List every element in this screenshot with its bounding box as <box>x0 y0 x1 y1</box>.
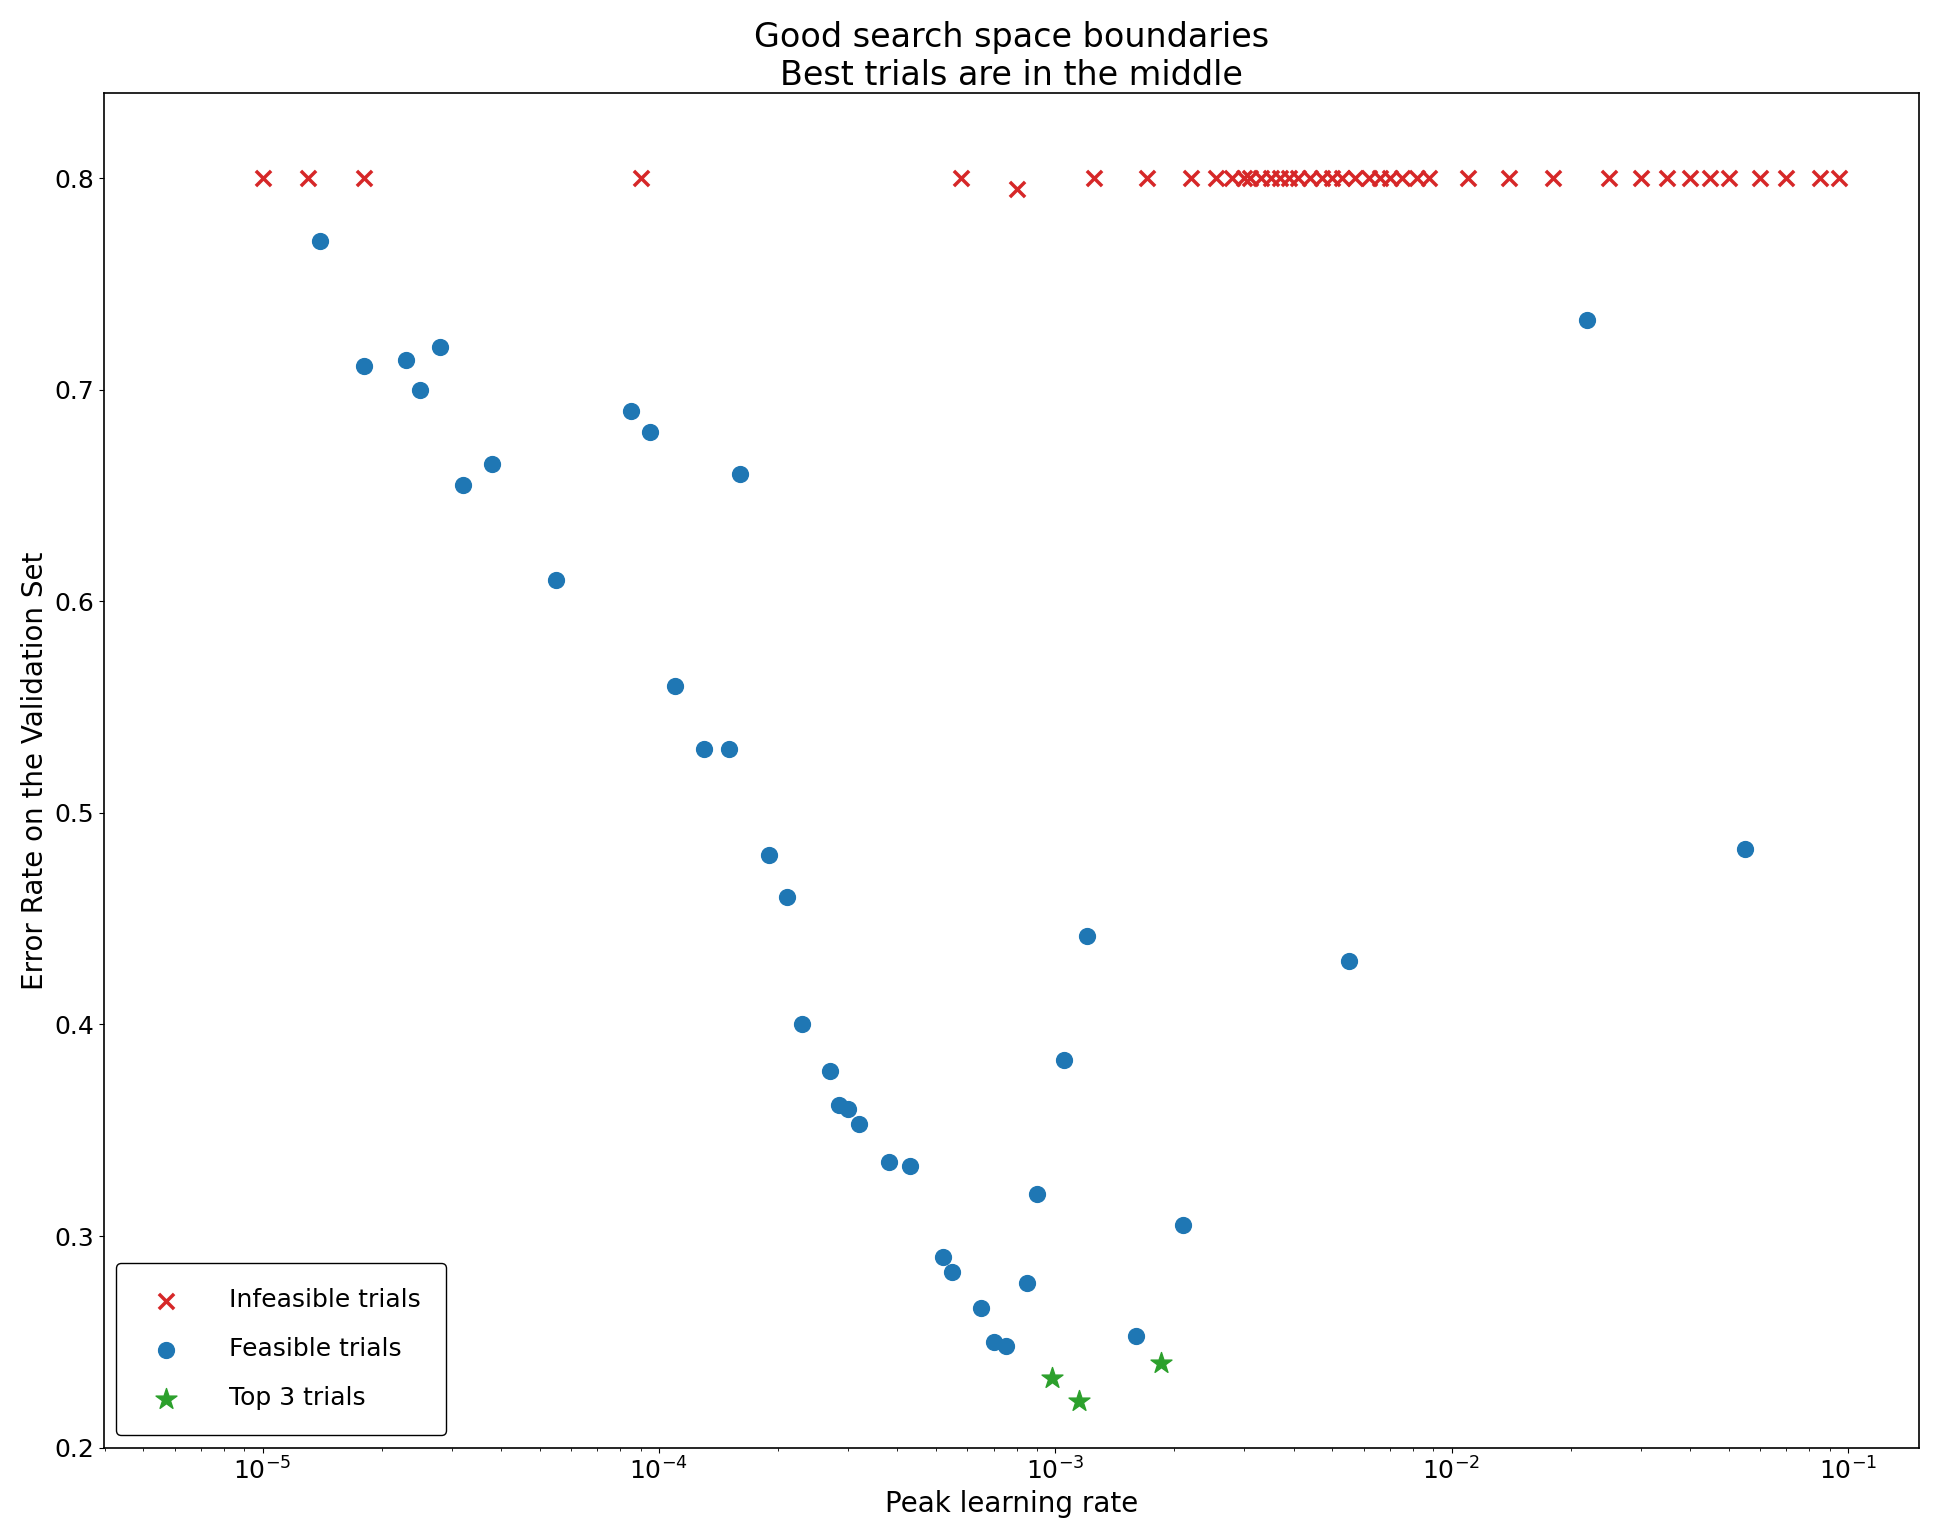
Infeasible trials <box>1493 166 1524 191</box>
Feasible trials <box>688 737 719 762</box>
Feasible trials <box>1728 837 1759 862</box>
Feasible trials <box>1010 1270 1041 1294</box>
Feasible trials <box>1022 1182 1053 1207</box>
Feasible trials <box>927 1245 958 1270</box>
Feasible trials <box>977 1330 1008 1354</box>
Title: Good search space boundaries
Best trials are in the middle: Good search space boundaries Best trials… <box>754 22 1268 92</box>
Feasible trials <box>541 568 572 593</box>
Infeasible trials <box>1233 166 1264 191</box>
Feasible trials <box>615 399 646 423</box>
Infeasible trials <box>1175 166 1206 191</box>
Feasible trials <box>824 1093 855 1117</box>
Feasible trials <box>873 1150 904 1174</box>
Infeasible trials <box>1264 166 1295 191</box>
Infeasible trials <box>1650 166 1681 191</box>
Feasible trials <box>347 354 378 379</box>
Infeasible trials <box>1274 166 1305 191</box>
Y-axis label: Error Rate on the Validation Set: Error Rate on the Validation Set <box>21 551 48 990</box>
Infeasible trials <box>1625 166 1656 191</box>
Infeasible trials <box>1078 166 1109 191</box>
Feasible trials <box>477 451 508 476</box>
Infeasible trials <box>1216 166 1247 191</box>
Feasible trials <box>659 674 690 699</box>
Infeasible trials <box>293 166 324 191</box>
Infeasible trials <box>1293 166 1324 191</box>
Feasible trials <box>832 1097 863 1122</box>
Feasible trials <box>894 1154 925 1179</box>
Infeasible trials <box>1823 166 1854 191</box>
Feasible trials <box>723 462 754 486</box>
Feasible trials <box>1070 923 1101 948</box>
Infeasible trials <box>1375 166 1406 191</box>
Infeasible trials <box>1305 166 1336 191</box>
Top 3 trials <box>1144 1351 1175 1376</box>
Feasible trials <box>770 885 801 910</box>
Feasible trials <box>937 1260 968 1285</box>
Feasible trials <box>989 1334 1020 1359</box>
Infeasible trials <box>1452 166 1483 191</box>
Feasible trials <box>714 737 745 762</box>
Feasible trials <box>1047 1048 1078 1073</box>
Feasible trials <box>843 1111 874 1136</box>
Infeasible trials <box>624 166 655 191</box>
Infeasible trials <box>1803 166 1834 191</box>
Feasible trials <box>405 377 436 402</box>
Feasible trials <box>425 336 456 360</box>
Infeasible trials <box>1402 166 1433 191</box>
Infeasible trials <box>1536 166 1567 191</box>
Feasible trials <box>966 1296 997 1320</box>
Feasible trials <box>754 843 785 868</box>
Feasible trials <box>1167 1213 1198 1237</box>
Infeasible trials <box>246 166 277 191</box>
Infeasible trials <box>1326 166 1357 191</box>
Infeasible trials <box>1245 166 1276 191</box>
Feasible trials <box>390 348 421 372</box>
Top 3 trials <box>1063 1388 1094 1413</box>
Infeasible trials <box>1712 166 1743 191</box>
Infeasible trials <box>1770 166 1801 191</box>
Infeasible trials <box>1673 166 1704 191</box>
Top 3 trials <box>1035 1365 1066 1390</box>
Infeasible trials <box>1338 166 1369 191</box>
Feasible trials <box>448 472 479 497</box>
Feasible trials <box>304 229 335 254</box>
Infeasible trials <box>1363 166 1394 191</box>
Infeasible trials <box>1130 166 1161 191</box>
Infeasible trials <box>1317 166 1348 191</box>
Infeasible trials <box>1282 166 1313 191</box>
Infeasible trials <box>946 166 977 191</box>
Legend: Infeasible trials, Feasible trials, Top 3 trials: Infeasible trials, Feasible trials, Top … <box>116 1264 446 1436</box>
Feasible trials <box>787 1013 818 1037</box>
Infeasible trials <box>1200 166 1231 191</box>
Infeasible trials <box>1227 166 1258 191</box>
Infeasible trials <box>1353 166 1384 191</box>
Feasible trials <box>814 1059 845 1083</box>
Feasible trials <box>634 420 665 445</box>
Infeasible trials <box>1255 166 1286 191</box>
Feasible trials <box>1571 308 1602 332</box>
Feasible trials <box>1332 948 1363 973</box>
X-axis label: Peak learning rate: Peak learning rate <box>884 1490 1138 1517</box>
Infeasible trials <box>347 166 378 191</box>
Infeasible trials <box>1001 177 1032 202</box>
Feasible trials <box>1121 1324 1152 1348</box>
Infeasible trials <box>1743 166 1774 191</box>
Infeasible trials <box>1414 166 1445 191</box>
Infeasible trials <box>1592 166 1623 191</box>
Infeasible trials <box>1386 166 1417 191</box>
Infeasible trials <box>1695 166 1726 191</box>
